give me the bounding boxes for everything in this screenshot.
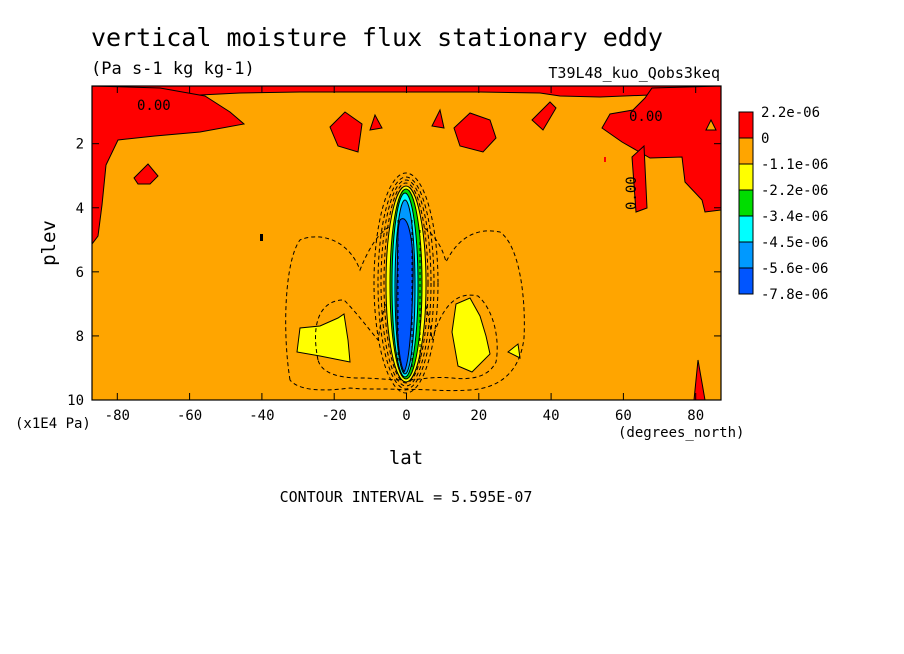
y-tick-label: 2 xyxy=(76,137,84,153)
x-axis: -80 -60 -40 -20 0 20 40 60 80 xyxy=(105,86,704,424)
colorbar-label: -5.6e-06 xyxy=(761,261,828,277)
contour-lines xyxy=(285,172,525,394)
contour-label: 0.00 xyxy=(137,98,171,114)
region-s-subtropic xyxy=(296,313,351,363)
field-fill: 0.00 0.00 0.00 xyxy=(92,86,721,400)
contour-label-group: 0.00 0.00 0.00 xyxy=(137,98,663,210)
x-tick-label: 20 xyxy=(470,408,487,424)
southern-polar-region xyxy=(92,86,246,245)
colorbar: 2.2e-06 0 -1.1e-06 -2.2e-06 -3.4e-06 -4.5e-06… xyxy=(738,105,828,303)
region-tropical-n2 xyxy=(453,112,497,153)
y-tick-label: 6 xyxy=(76,265,84,281)
chart-title: vertical moisture flux stationary eddy xyxy=(91,23,663,52)
x-tick-label: 0 xyxy=(402,408,410,424)
x-tick-label: -80 xyxy=(105,408,130,424)
x-units-label: (degrees_north) xyxy=(618,425,744,441)
colorbar-swatch xyxy=(738,137,754,165)
core-dashes xyxy=(397,220,421,370)
equatorial-core xyxy=(385,185,427,383)
speck-2 xyxy=(260,234,263,241)
colorbar-label: -7.8e-06 xyxy=(761,287,828,303)
contour-core-2 xyxy=(377,176,435,390)
northern-polar-region xyxy=(601,86,721,213)
contour-core-3 xyxy=(380,179,432,387)
run-label: T39L48_kuo_Qobs3keq xyxy=(548,64,720,82)
contour-outer xyxy=(285,221,525,392)
y-axis: 2 4 6 8 10 xyxy=(67,137,721,409)
region-tropical-n1 xyxy=(431,108,445,129)
colorbar-swatch xyxy=(738,241,754,269)
x-axis-label: lat xyxy=(389,447,423,469)
y-tick-label: 10 xyxy=(67,393,84,409)
colorbar-label: -2.2e-06 xyxy=(761,183,828,199)
region-tropical-small xyxy=(369,113,383,131)
region-s-midlat xyxy=(133,163,159,185)
y-tick-label: 4 xyxy=(76,201,84,217)
colorbar-swatch xyxy=(738,189,754,217)
arctic-notch-region xyxy=(705,118,717,131)
region-n-subtropic xyxy=(451,297,491,373)
colorbar-swatch xyxy=(738,267,754,295)
positive-regions xyxy=(92,86,721,400)
x-tick-label: 80 xyxy=(687,408,704,424)
colorbar-swatch xyxy=(738,215,754,243)
x-tick-label: 40 xyxy=(543,408,560,424)
speck-1 xyxy=(604,157,606,162)
contour-interval-note: CONTOUR INTERVAL = 5.595E-07 xyxy=(280,488,533,506)
contour-core-4 xyxy=(383,182,429,384)
y-tick-label: 8 xyxy=(76,329,84,345)
colorbar-swatch xyxy=(738,163,754,191)
colorbar-label: -3.4e-06 xyxy=(761,209,828,225)
region-n-subtropic-small xyxy=(507,343,521,359)
region-tropical-s xyxy=(329,111,363,153)
colorbar-swatch xyxy=(738,111,754,139)
x-tick-label: -40 xyxy=(249,408,274,424)
region-n-polar-streak xyxy=(631,144,648,213)
colorbar-label: -4.5e-06 xyxy=(761,235,828,251)
weak-negative-regions xyxy=(296,297,521,373)
contour-label: 0.00 xyxy=(629,109,663,125)
x-tick-label: -60 xyxy=(177,408,202,424)
colorbar-label: 0 xyxy=(761,131,769,147)
region-n-midlat xyxy=(531,101,557,131)
x-tick-label: 60 xyxy=(615,408,632,424)
region-n-surface xyxy=(693,359,706,400)
chart-subtitle: (Pa s-1 kg kg-1) xyxy=(91,59,255,79)
y-units-label: (x1E4 Pa) xyxy=(15,416,91,432)
y-axis-label: plev xyxy=(38,220,60,266)
colorbar-label: 2.2e-06 xyxy=(761,105,820,121)
contour-label: 0.00 xyxy=(624,176,640,210)
colorbar-label: -1.1e-06 xyxy=(761,157,828,173)
x-tick-label: -20 xyxy=(322,408,347,424)
